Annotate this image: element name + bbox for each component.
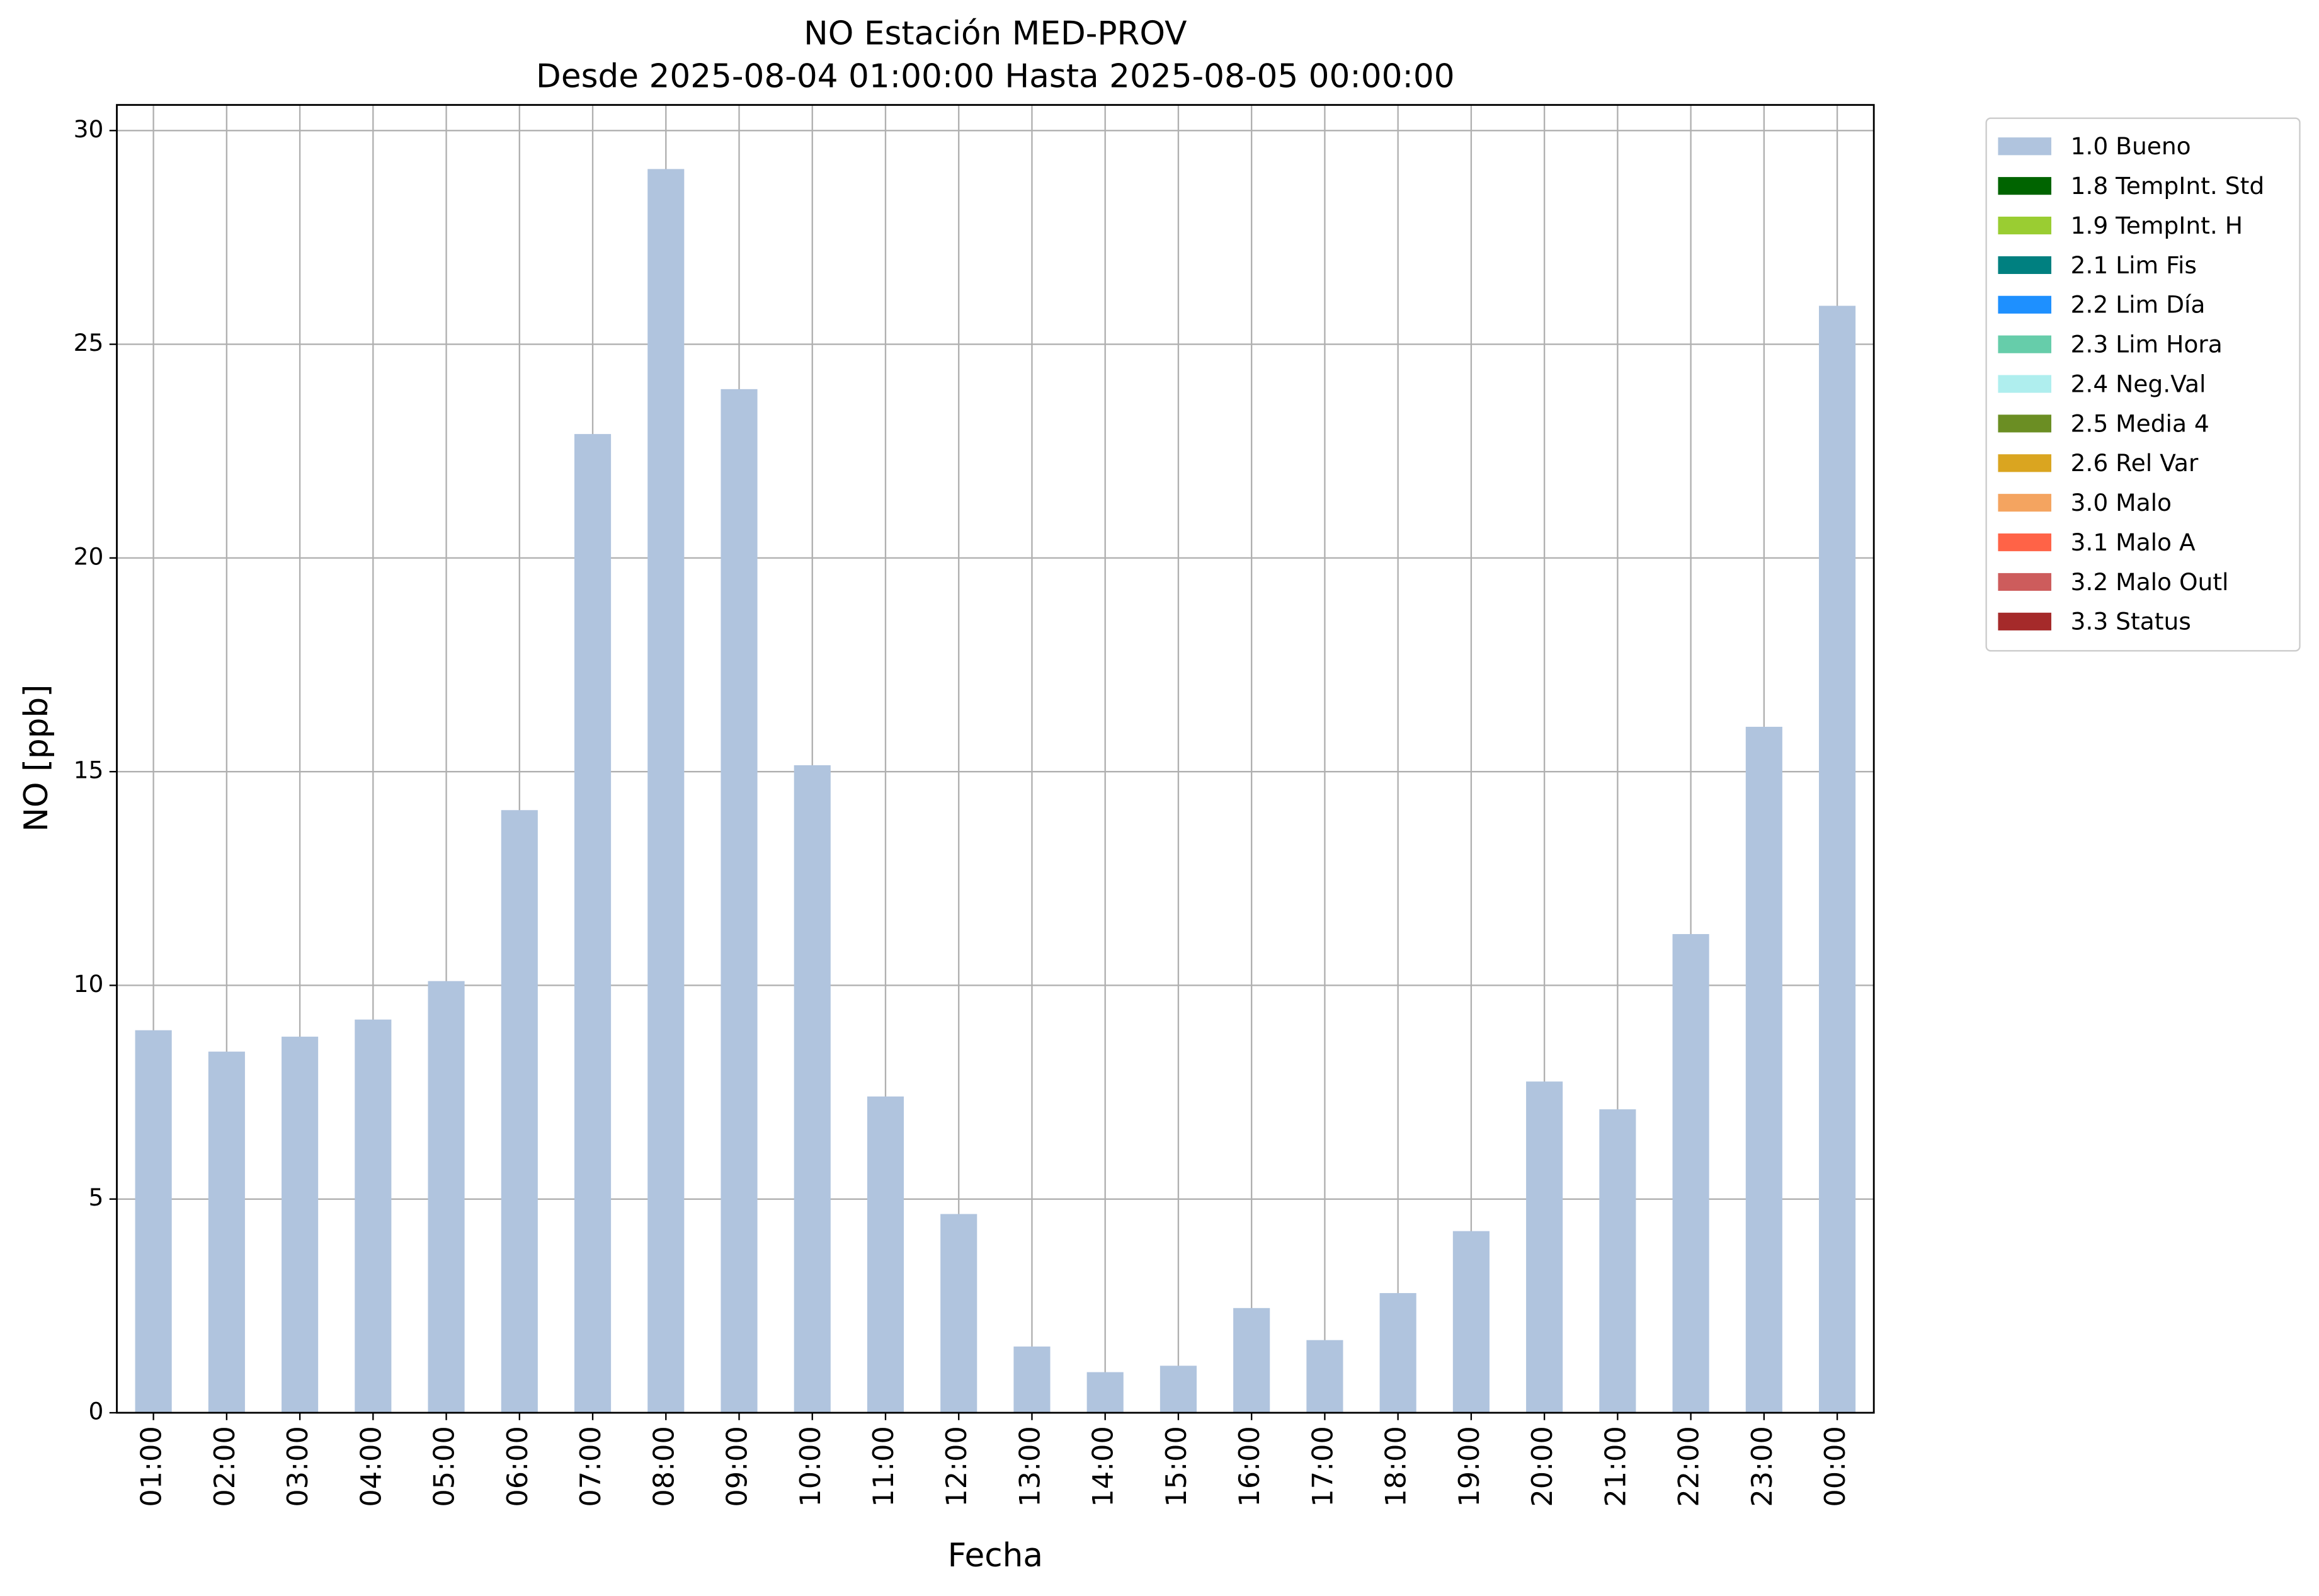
bar <box>355 1019 392 1413</box>
legend-label: 1.9 TempInt. H <box>2071 212 2243 239</box>
bar <box>1233 1308 1270 1413</box>
legend-swatch <box>1998 216 2051 235</box>
legend-swatch <box>1998 137 2051 156</box>
x-tick-label: 00:00 <box>1819 1426 1852 1507</box>
x-tick-label: 06:00 <box>501 1426 534 1507</box>
x-tick-label: 14:00 <box>1087 1426 1120 1507</box>
bar <box>428 981 465 1413</box>
bar <box>208 1051 245 1413</box>
bar <box>1819 305 1856 1413</box>
bar <box>867 1096 904 1413</box>
y-axis-label: NO [ppb] <box>18 685 55 832</box>
legend-label: 1.0 Bueno <box>2071 132 2191 160</box>
x-tick-label: 02:00 <box>208 1426 241 1507</box>
x-tick-label: 23:00 <box>1746 1426 1779 1507</box>
x-tick-label: 08:00 <box>647 1426 680 1507</box>
legend-swatch <box>1998 256 2051 275</box>
bar <box>794 765 831 1413</box>
bar <box>282 1036 319 1413</box>
x-tick-label: 16:00 <box>1233 1426 1266 1507</box>
chart-title: NO Estación MED-PROV <box>804 14 1187 52</box>
bar <box>1013 1346 1051 1413</box>
legend-box <box>1985 117 2301 652</box>
x-tick-label: 11:00 <box>867 1426 900 1507</box>
legend-label: 2.6 Rel Var <box>2071 449 2199 477</box>
bar <box>940 1214 977 1413</box>
legend-swatch <box>1998 573 2051 591</box>
x-tick-label: 15:00 <box>1160 1426 1193 1507</box>
legend-swatch <box>1998 295 2051 314</box>
x-tick-label: 03:00 <box>282 1426 314 1507</box>
legend-swatch <box>1998 177 2051 195</box>
legend-label: 2.4 Neg.Val <box>2071 370 2206 397</box>
legend-label: 3.0 Malo <box>2071 489 2172 516</box>
x-tick-label: 17:00 <box>1306 1426 1339 1507</box>
bar <box>1526 1081 1563 1413</box>
legend-label: 3.2 Malo Outl <box>2071 568 2229 596</box>
bar <box>1086 1372 1124 1413</box>
x-axis-label: Fecha <box>948 1537 1043 1575</box>
bar <box>1599 1109 1636 1413</box>
y-tick-label: 20 <box>74 542 104 570</box>
bar <box>501 810 538 1413</box>
x-tick-label: 19:00 <box>1453 1426 1486 1507</box>
legend-label: 3.3 Status <box>2071 608 2191 636</box>
legend-swatch <box>1998 494 2051 512</box>
x-tick-label: 13:00 <box>1013 1426 1046 1507</box>
legend-swatch <box>1998 533 2051 552</box>
legend-label: 1.8 TempInt. Std <box>2071 172 2265 200</box>
x-tick-label: 09:00 <box>721 1426 754 1507</box>
y-tick-label: 0 <box>88 1398 103 1425</box>
y-tick-label: 5 <box>88 1183 103 1211</box>
x-tick-label: 01:00 <box>135 1426 168 1507</box>
bar <box>135 1030 172 1413</box>
x-tick-label: 04:00 <box>355 1426 387 1507</box>
x-tick-label: 12:00 <box>940 1426 973 1507</box>
y-tick-label: 15 <box>74 756 104 784</box>
plot-frame <box>116 104 1875 1414</box>
bar <box>1745 726 1782 1413</box>
y-tick-label: 10 <box>74 970 104 998</box>
x-tick-label: 18:00 <box>1380 1426 1413 1507</box>
x-tick-label: 05:00 <box>428 1426 461 1507</box>
bar <box>574 434 612 1413</box>
x-tick-label: 10:00 <box>794 1426 827 1507</box>
x-tick-label: 22:00 <box>1673 1426 1706 1507</box>
bar <box>1452 1231 1490 1413</box>
bar <box>1160 1365 1197 1413</box>
bar <box>1672 934 1709 1413</box>
bar <box>1306 1340 1343 1413</box>
bars <box>135 169 1856 1413</box>
legend-swatch <box>1998 335 2051 353</box>
y-tick-label: 30 <box>74 115 104 143</box>
bar <box>1379 1293 1416 1413</box>
x-tick-label: 20:00 <box>1526 1426 1559 1507</box>
legend-swatch <box>1998 375 2051 393</box>
bar <box>647 169 685 1413</box>
legend-label: 2.5 Media 4 <box>2071 409 2209 437</box>
bar <box>721 389 758 1413</box>
legend-label: 2.3 Lim Hora <box>2071 331 2223 358</box>
chart-subtitle: Desde 2025-08-04 01:00:00 Hasta 2025-08-… <box>536 57 1455 95</box>
y-tick-label: 25 <box>74 329 104 356</box>
legend-swatch <box>1998 414 2051 433</box>
legend-label: 2.1 Lim Fis <box>2071 251 2197 279</box>
legend-label: 2.2 Lim Día <box>2071 291 2206 319</box>
legend-swatch <box>1998 454 2051 472</box>
legend-swatch <box>1998 612 2051 630</box>
x-tick-label: 21:00 <box>1599 1426 1632 1507</box>
legend-label: 3.1 Malo A <box>2071 528 2196 556</box>
x-tick-label: 07:00 <box>574 1426 607 1507</box>
